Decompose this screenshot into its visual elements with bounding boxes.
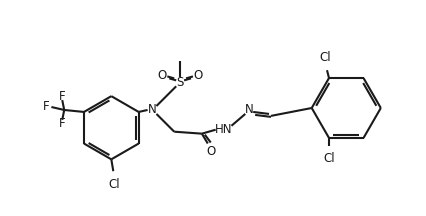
- Text: O: O: [193, 69, 202, 82]
- Text: HN: HN: [215, 123, 232, 136]
- Text: Cl: Cl: [319, 51, 331, 64]
- Text: O: O: [206, 145, 216, 158]
- Text: S: S: [176, 76, 184, 89]
- Text: Cl: Cl: [323, 152, 335, 165]
- Text: F: F: [59, 117, 66, 130]
- Text: Cl: Cl: [109, 178, 120, 191]
- Text: O: O: [158, 69, 167, 82]
- Text: F: F: [59, 90, 66, 103]
- Text: F: F: [43, 100, 50, 113]
- Text: N: N: [245, 103, 253, 116]
- Text: N: N: [148, 103, 157, 116]
